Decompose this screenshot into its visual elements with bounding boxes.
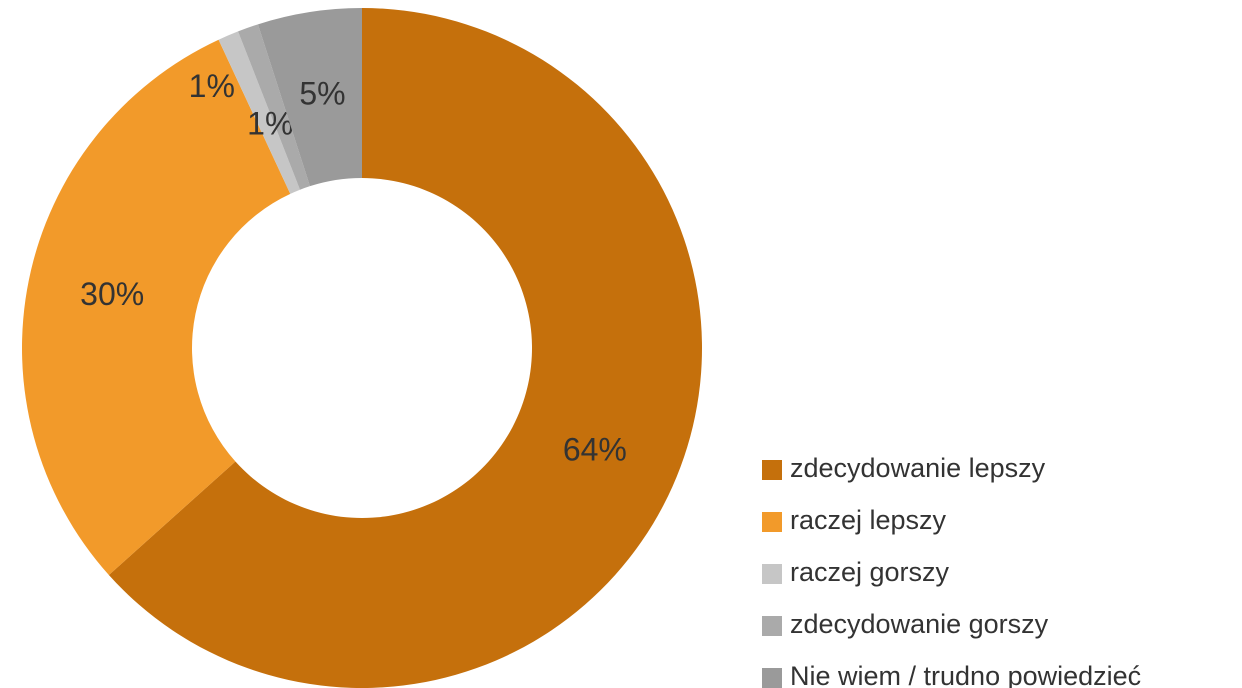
value-label: 30% — [80, 276, 144, 312]
donut-slice — [257, 8, 362, 187]
value-label: 1% — [247, 106, 293, 142]
legend-label: raczej lepszy — [790, 505, 947, 535]
legend-swatch — [762, 512, 782, 532]
legend-swatch — [762, 616, 782, 636]
legend-label: zdecydowanie gorszy — [790, 609, 1049, 639]
legend-label: zdecydowanie lepszy — [790, 453, 1046, 483]
donut-slice — [218, 31, 301, 194]
donut-slice — [108, 8, 703, 688]
legend-label: raczej gorszy — [790, 557, 950, 587]
value-label: 5% — [299, 76, 345, 112]
donut-slice — [21, 39, 291, 575]
donut-slice — [238, 24, 310, 190]
legend-label: Nie wiem / trudno powiedzieć — [790, 661, 1141, 688]
value-label: 1% — [189, 68, 235, 104]
legend-swatch — [762, 668, 782, 688]
legend-swatch — [762, 460, 782, 480]
value-label: 64% — [563, 431, 627, 467]
legend-swatch — [762, 564, 782, 584]
